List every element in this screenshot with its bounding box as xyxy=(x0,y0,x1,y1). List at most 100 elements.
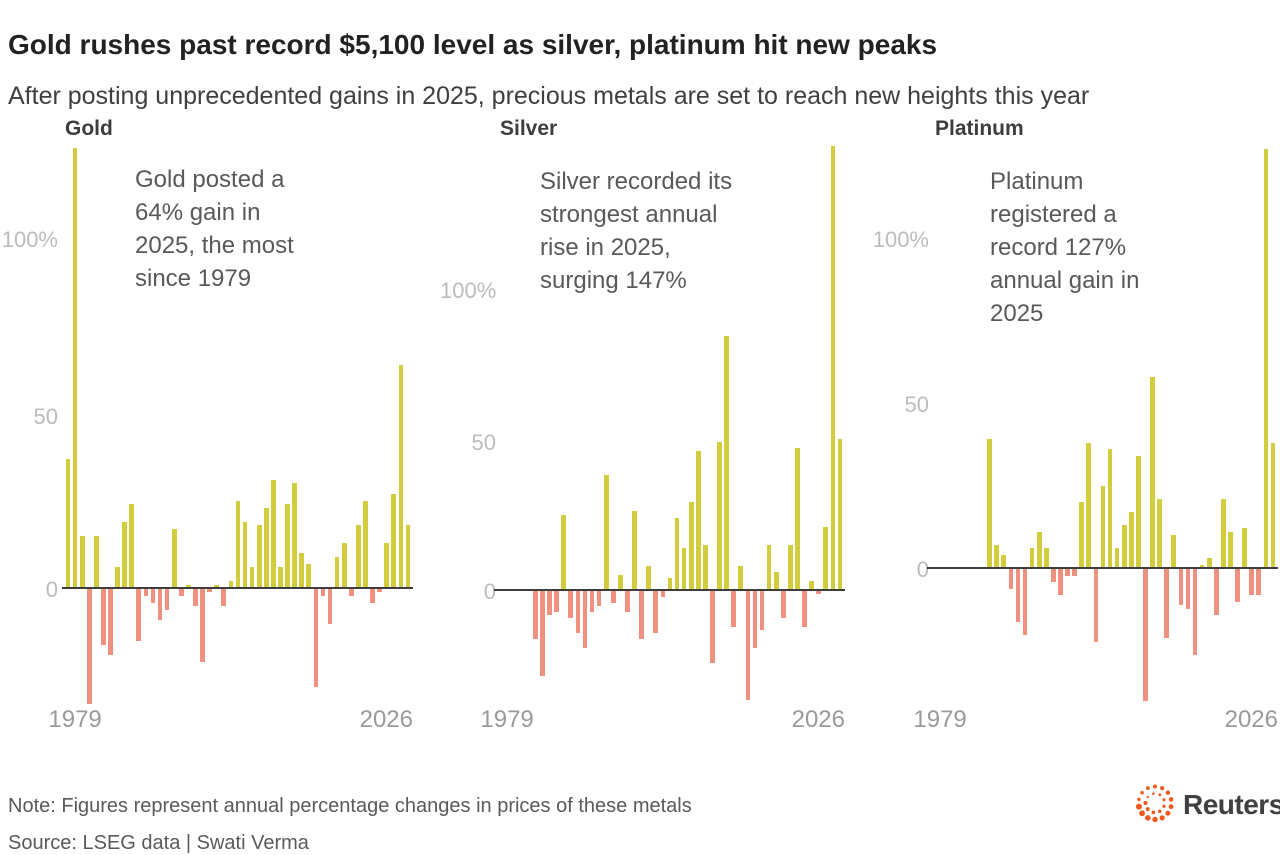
bar xyxy=(547,591,552,616)
bar xyxy=(745,591,751,700)
bar xyxy=(568,591,574,619)
bar xyxy=(1136,455,1141,568)
bar xyxy=(1015,569,1021,622)
bar xyxy=(1079,502,1085,568)
bar xyxy=(370,589,375,603)
bar xyxy=(1228,531,1233,568)
bar xyxy=(1114,548,1120,568)
bar xyxy=(674,517,680,590)
bar xyxy=(1213,569,1219,616)
x-axis-label: 1979 xyxy=(480,706,534,733)
bar xyxy=(171,528,177,588)
bar-plot-platinum: 100% 50 0 1979 2026 xyxy=(870,115,1280,755)
bar xyxy=(193,589,198,607)
chart-panel-gold: Gold Gold posted a 64% gain in 2025, the… xyxy=(0,115,432,755)
bar xyxy=(987,439,992,568)
bar xyxy=(79,535,85,588)
bar xyxy=(994,544,1000,568)
bar xyxy=(1001,554,1007,568)
bar xyxy=(299,553,305,588)
bar xyxy=(1150,376,1155,568)
bar xyxy=(1128,511,1134,568)
bar xyxy=(292,483,297,588)
zero-axis-line xyxy=(62,587,413,589)
bar xyxy=(285,504,290,588)
bar xyxy=(122,521,127,588)
bar xyxy=(313,589,319,687)
bar xyxy=(632,511,637,590)
bar xyxy=(65,458,71,588)
bar xyxy=(398,364,404,588)
bar xyxy=(554,591,559,613)
bar xyxy=(178,589,184,596)
x-axis-label: 2026 xyxy=(359,706,413,733)
bar xyxy=(263,507,269,588)
bar xyxy=(320,589,326,596)
bar xyxy=(1185,569,1191,609)
bar xyxy=(1029,548,1035,568)
bar xyxy=(384,542,390,588)
bar xyxy=(646,565,652,590)
bar xyxy=(1008,569,1014,589)
bar xyxy=(1058,569,1063,596)
bar xyxy=(306,563,312,588)
bar xyxy=(214,584,220,588)
bar xyxy=(639,591,644,640)
bar xyxy=(660,591,666,598)
bar xyxy=(738,565,744,590)
bar xyxy=(533,591,538,640)
bar xyxy=(752,591,758,649)
bar xyxy=(228,581,234,588)
bar xyxy=(93,535,99,588)
bar xyxy=(150,589,156,603)
bar xyxy=(405,525,411,588)
bar xyxy=(249,567,255,588)
x-axis-label: 2026 xyxy=(791,706,845,733)
bar xyxy=(788,544,793,590)
bar xyxy=(200,589,205,663)
chart-title-silver: Silver xyxy=(500,117,558,140)
x-axis-label: 1979 xyxy=(913,706,967,733)
bar xyxy=(596,591,602,607)
chart-title-platinum: Platinum xyxy=(935,117,1024,140)
y-axis-label: 50 xyxy=(471,430,496,455)
page-title: Gold rushes past record $5,100 level as … xyxy=(8,28,938,60)
bar xyxy=(1256,569,1262,596)
bar xyxy=(1143,569,1148,701)
bar xyxy=(681,547,687,590)
bar xyxy=(1043,548,1049,568)
bar xyxy=(1171,535,1177,568)
bar xyxy=(1249,569,1255,596)
bar xyxy=(773,571,779,590)
bar xyxy=(256,525,262,588)
bar xyxy=(823,526,829,590)
bar xyxy=(108,589,113,656)
bar xyxy=(837,439,843,590)
y-axis-label: 0 xyxy=(916,557,929,582)
bar xyxy=(830,146,836,590)
y-axis-label: 0 xyxy=(45,577,58,602)
bar xyxy=(766,544,772,590)
annotation-platinum: Platinum registered a record 127% annual… xyxy=(990,168,1140,327)
bar xyxy=(561,514,567,590)
bar xyxy=(610,591,616,604)
annotation-silver: Silver recorded its strongest annual ris… xyxy=(540,168,733,294)
reuters-logo-text: Reuters xyxy=(1183,789,1280,820)
footnote: Note: Figures represent annual percentag… xyxy=(8,795,692,817)
y-axis-label: 100% xyxy=(872,227,929,252)
bar xyxy=(334,556,340,588)
bar xyxy=(816,591,822,595)
bar xyxy=(1235,569,1240,602)
bar xyxy=(1178,569,1184,606)
zero-axis-line xyxy=(494,589,845,591)
bar xyxy=(603,475,609,590)
bar xyxy=(1022,569,1028,635)
bar xyxy=(207,589,212,593)
x-axis-label: 1979 xyxy=(48,706,102,733)
reuters-logo: Reuters xyxy=(1133,779,1280,831)
bar xyxy=(780,591,786,619)
bar xyxy=(157,589,163,621)
chart-title-gold: Gold xyxy=(65,117,113,140)
y-axis-label: 0 xyxy=(483,579,496,604)
chart-panel-silver: Silver Silver recorded its strongest ann… xyxy=(440,115,872,755)
